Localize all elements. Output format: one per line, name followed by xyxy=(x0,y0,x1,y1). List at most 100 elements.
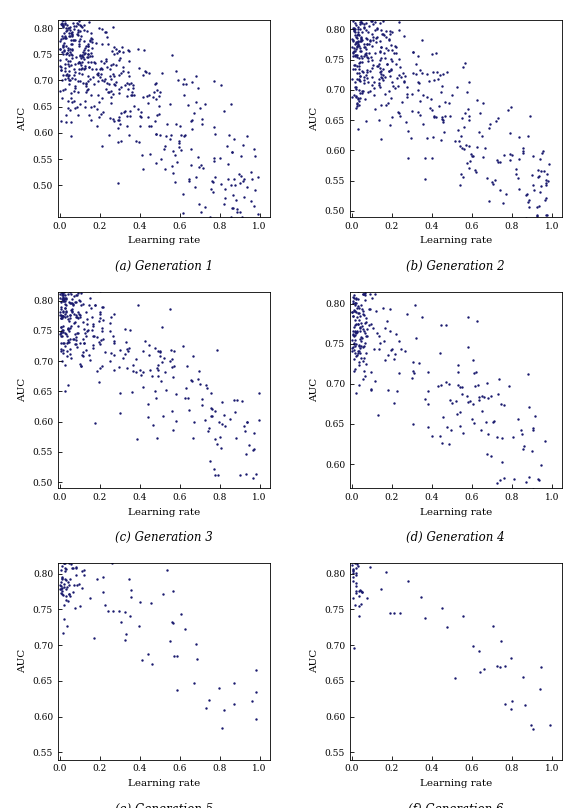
Point xyxy=(64,27,74,40)
Point xyxy=(86,113,96,126)
Point xyxy=(131,352,141,365)
Point xyxy=(474,126,483,139)
Point xyxy=(347,342,357,355)
Point xyxy=(355,590,364,603)
Point xyxy=(358,12,368,25)
Point xyxy=(102,61,111,74)
Point xyxy=(401,116,411,128)
Point xyxy=(238,175,247,187)
Point xyxy=(254,229,263,242)
Point xyxy=(116,67,125,80)
Point xyxy=(92,10,101,23)
Point xyxy=(119,45,128,58)
Point xyxy=(488,620,497,633)
Point xyxy=(459,427,468,440)
Point xyxy=(144,66,153,79)
Point xyxy=(57,286,67,299)
Point xyxy=(135,363,145,376)
Point xyxy=(441,95,450,108)
Point xyxy=(71,334,80,347)
Point xyxy=(349,530,358,543)
Point xyxy=(347,267,357,280)
Point xyxy=(58,0,67,1)
Point xyxy=(209,151,218,164)
Point xyxy=(81,330,90,343)
Point xyxy=(385,27,394,40)
Point xyxy=(182,360,192,372)
Point xyxy=(65,588,74,601)
Point xyxy=(154,369,163,382)
Point xyxy=(372,326,382,339)
Point xyxy=(101,54,111,67)
Point xyxy=(354,62,364,75)
Point xyxy=(61,302,70,315)
Point xyxy=(73,25,82,38)
Point xyxy=(354,284,363,297)
Text: (a) Generation 1: (a) Generation 1 xyxy=(115,260,213,273)
Point xyxy=(65,23,74,36)
Point xyxy=(384,33,394,46)
Point xyxy=(360,71,369,84)
Point xyxy=(58,560,67,573)
Point xyxy=(394,105,403,118)
Point xyxy=(56,556,65,569)
Point xyxy=(389,80,398,93)
Point xyxy=(411,298,420,311)
Point xyxy=(99,74,108,87)
Point xyxy=(73,320,82,333)
Point xyxy=(56,549,65,562)
Point xyxy=(197,398,207,411)
Point xyxy=(152,92,161,105)
Point xyxy=(521,212,530,225)
Point xyxy=(56,321,65,334)
Point xyxy=(403,574,412,587)
Point xyxy=(352,19,361,32)
Point xyxy=(77,582,86,595)
Point xyxy=(360,40,369,53)
Point xyxy=(459,60,468,73)
Point xyxy=(234,216,243,229)
Point xyxy=(351,305,361,318)
Point xyxy=(499,196,508,209)
Point xyxy=(472,94,482,107)
Point xyxy=(358,319,367,332)
Point xyxy=(468,353,478,366)
Point xyxy=(409,356,418,368)
Point xyxy=(226,97,235,110)
Point xyxy=(209,154,218,167)
Point xyxy=(362,50,372,63)
Point xyxy=(354,59,364,72)
Point xyxy=(73,263,82,276)
Point xyxy=(58,309,67,322)
Point xyxy=(83,82,93,95)
Point xyxy=(351,76,360,89)
Point xyxy=(175,137,184,149)
Point xyxy=(60,385,69,398)
Point xyxy=(350,4,359,17)
Point xyxy=(115,52,124,65)
Point xyxy=(98,301,108,314)
Point xyxy=(115,118,124,131)
Point xyxy=(60,0,69,7)
Point xyxy=(521,699,530,712)
Point xyxy=(352,28,361,41)
Point xyxy=(351,81,360,94)
Point xyxy=(122,77,131,90)
Point xyxy=(114,604,123,617)
Point xyxy=(412,57,421,70)
Point xyxy=(67,52,76,65)
Point xyxy=(143,647,152,660)
Point xyxy=(525,401,534,414)
Point xyxy=(97,360,107,372)
Point xyxy=(98,571,107,584)
Point xyxy=(525,236,534,249)
Point xyxy=(219,704,229,717)
Point xyxy=(88,280,97,293)
Point xyxy=(126,89,135,102)
Point xyxy=(237,272,247,285)
Point xyxy=(113,46,122,59)
Point xyxy=(170,650,179,663)
Point xyxy=(94,66,103,79)
Point xyxy=(85,34,94,47)
Point xyxy=(361,258,370,271)
